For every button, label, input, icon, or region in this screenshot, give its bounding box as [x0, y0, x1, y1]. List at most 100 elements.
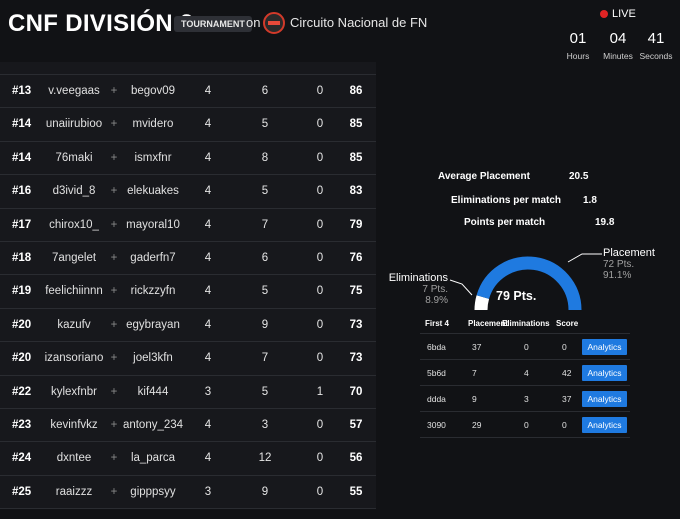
- table-row[interactable]: #14 unaiirubioo + mvidero 4 5 0 85: [0, 108, 376, 142]
- player2-link[interactable]: mayoral10: [126, 218, 180, 231]
- match-eliminations: 3: [524, 394, 529, 404]
- rank-cell: #14: [12, 118, 32, 131]
- eliminations-cell: 9: [261, 318, 269, 331]
- rank-cell: #18: [12, 251, 32, 264]
- points-gauge: [474, 256, 582, 311]
- player2-link[interactable]: ismxfnr: [134, 151, 172, 164]
- player2-link[interactable]: joel3kfn: [133, 352, 173, 365]
- countdown-seconds: 41 Seconds: [636, 30, 676, 61]
- analytics-button[interactable]: Analytics: [582, 417, 627, 433]
- eliminations-cell: 7: [261, 352, 269, 365]
- eliminations-cell: 9: [261, 485, 269, 498]
- table-row[interactable]: #25 raaizzz + gipppsyy 3 9 0 55: [0, 475, 376, 510]
- gauge-elims-arc: [474, 295, 490, 311]
- table-row[interactable]: #13 v.veegaas + begov09 4 6 0 86: [0, 75, 376, 109]
- countdown-minutes-unit: Minutes: [603, 51, 633, 61]
- player2-link[interactable]: mvidero: [132, 118, 174, 131]
- table-row[interactable]: #20 izansoriano + joel3kfn 4 7 0 73: [0, 342, 376, 376]
- wins-cell: 0: [316, 85, 324, 97]
- wins-cell: 0: [316, 151, 324, 164]
- player1-link[interactable]: raaizzz: [55, 485, 93, 498]
- matches-col-placement: Placement: [468, 319, 509, 328]
- match-row: 3090 29 0 0 Analytics: [420, 412, 630, 438]
- plus-icon: +: [110, 352, 118, 365]
- player1-link[interactable]: feelichiinnn: [45, 285, 103, 298]
- table-row-partial: [0, 62, 376, 75]
- organizer-logo-icon[interactable]: [263, 12, 285, 34]
- rank-cell: #23: [12, 418, 32, 431]
- wins-cell: 0: [316, 251, 324, 264]
- player1-link[interactable]: dxntee: [56, 452, 92, 465]
- matches-col-eliminations: Eliminations: [502, 319, 550, 328]
- player1-link[interactable]: kazufv: [57, 318, 91, 331]
- matches-cell: 4: [204, 118, 212, 131]
- matches-cell: 4: [204, 151, 212, 164]
- matches-cell: 4: [204, 418, 212, 431]
- live-dot-icon: [600, 10, 608, 18]
- elims-per-match-value: 1.8: [583, 195, 597, 206]
- player1-link[interactable]: kevinfvkz: [50, 418, 98, 431]
- wins-cell: 0: [316, 452, 324, 465]
- player2-link[interactable]: gipppsyy: [130, 485, 176, 498]
- table-row[interactable]: #17 chirox10_ + mayoral10 4 7 0 79: [0, 208, 376, 242]
- eliminations-cell: 3: [261, 418, 269, 431]
- plus-icon: +: [110, 485, 118, 498]
- matches-col-score: Score: [556, 319, 579, 328]
- player1-link[interactable]: 76maki: [55, 151, 93, 164]
- player2-link[interactable]: antony_234: [122, 418, 184, 431]
- points-per-match-label: Points per match: [464, 217, 546, 228]
- analytics-button[interactable]: Analytics: [582, 365, 627, 381]
- wins-cell: 0: [316, 318, 324, 331]
- points-cell: 57: [349, 418, 363, 431]
- player1-link[interactable]: d3ivid_8: [52, 185, 96, 198]
- player1-link[interactable]: chirox10_: [49, 218, 99, 231]
- analytics-button[interactable]: Analytics: [582, 391, 627, 407]
- table-row[interactable]: #14 76maki + ismxfnr 4 8 0 85: [0, 141, 376, 176]
- plus-icon: +: [110, 385, 118, 398]
- player2-link[interactable]: begov09: [130, 85, 176, 97]
- match-id: 6bda: [427, 342, 446, 352]
- table-row[interactable]: #16 d3ivid_8 + elekuakes 4 5 0 83: [0, 175, 376, 209]
- player1-link[interactable]: 7angelet: [51, 251, 97, 264]
- wins-cell: 0: [316, 418, 324, 431]
- matches-cell: 4: [204, 318, 212, 331]
- match-placement: 9: [472, 394, 477, 404]
- plus-icon: +: [110, 452, 118, 465]
- rank-cell: #17: [12, 218, 32, 231]
- plus-icon: +: [110, 85, 118, 97]
- table-row[interactable]: #20 kazufv + egybrayan 4 9 0 73: [0, 308, 376, 343]
- countdown-minutes-value: 04: [609, 30, 627, 47]
- gauge-placement-arc: [476, 256, 582, 311]
- elims-callout-pct: 8.9%: [425, 295, 448, 306]
- player2-link[interactable]: egybrayan: [126, 318, 180, 331]
- player1-link[interactable]: kylexfnbr: [50, 385, 98, 398]
- player1-link[interactable]: izansoriano: [44, 352, 104, 365]
- table-row[interactable]: #18 7angelet + gaderfn7 4 6 0 76: [0, 241, 376, 276]
- elims-callout-label: Eliminations: [388, 272, 448, 284]
- match-row: 6bda 37 0 0 Analytics: [420, 334, 630, 360]
- placement-callout-pts: 72 Pts.: [603, 259, 635, 270]
- player2-link[interactable]: la_parca: [130, 452, 176, 465]
- table-row[interactable]: #24 dxntee + la_parca 4 12 0 56: [0, 442, 376, 476]
- eliminations-cell: 5: [261, 185, 269, 198]
- player1-link[interactable]: unaiirubioo: [45, 118, 103, 131]
- match-placement: 29: [472, 420, 482, 430]
- rank-cell: #22: [12, 385, 32, 398]
- eliminations-cell: 6: [261, 85, 269, 97]
- organizer-link[interactable]: Circuito Nacional de FN: [290, 15, 428, 30]
- table-row[interactable]: #22 kylexfnbr + kif444 3 5 1 70: [0, 375, 376, 409]
- match-id: 3090: [427, 420, 446, 430]
- table-row[interactable]: #23 kevinfvkz + antony_234 4 3 0 57: [0, 408, 376, 443]
- elims-callout-pts: 7 Pts.: [422, 284, 448, 295]
- player1-link[interactable]: v.veegaas: [48, 85, 100, 97]
- points-cell: 55: [349, 485, 363, 498]
- player2-link[interactable]: gaderfn7: [130, 251, 176, 264]
- player2-link[interactable]: kif444: [137, 385, 169, 398]
- placement-callout-pct: 91.1%: [603, 270, 632, 281]
- player2-link[interactable]: elekuakes: [127, 185, 179, 198]
- table-row[interactable]: #19 feelichiinnn + rickzzyfn 4 5 0 75: [0, 275, 376, 309]
- analytics-button[interactable]: Analytics: [582, 339, 627, 355]
- placement-callout-line: [567, 253, 602, 263]
- player2-link[interactable]: rickzzyfn: [130, 285, 176, 298]
- countdown-seconds-unit: Seconds: [639, 51, 673, 61]
